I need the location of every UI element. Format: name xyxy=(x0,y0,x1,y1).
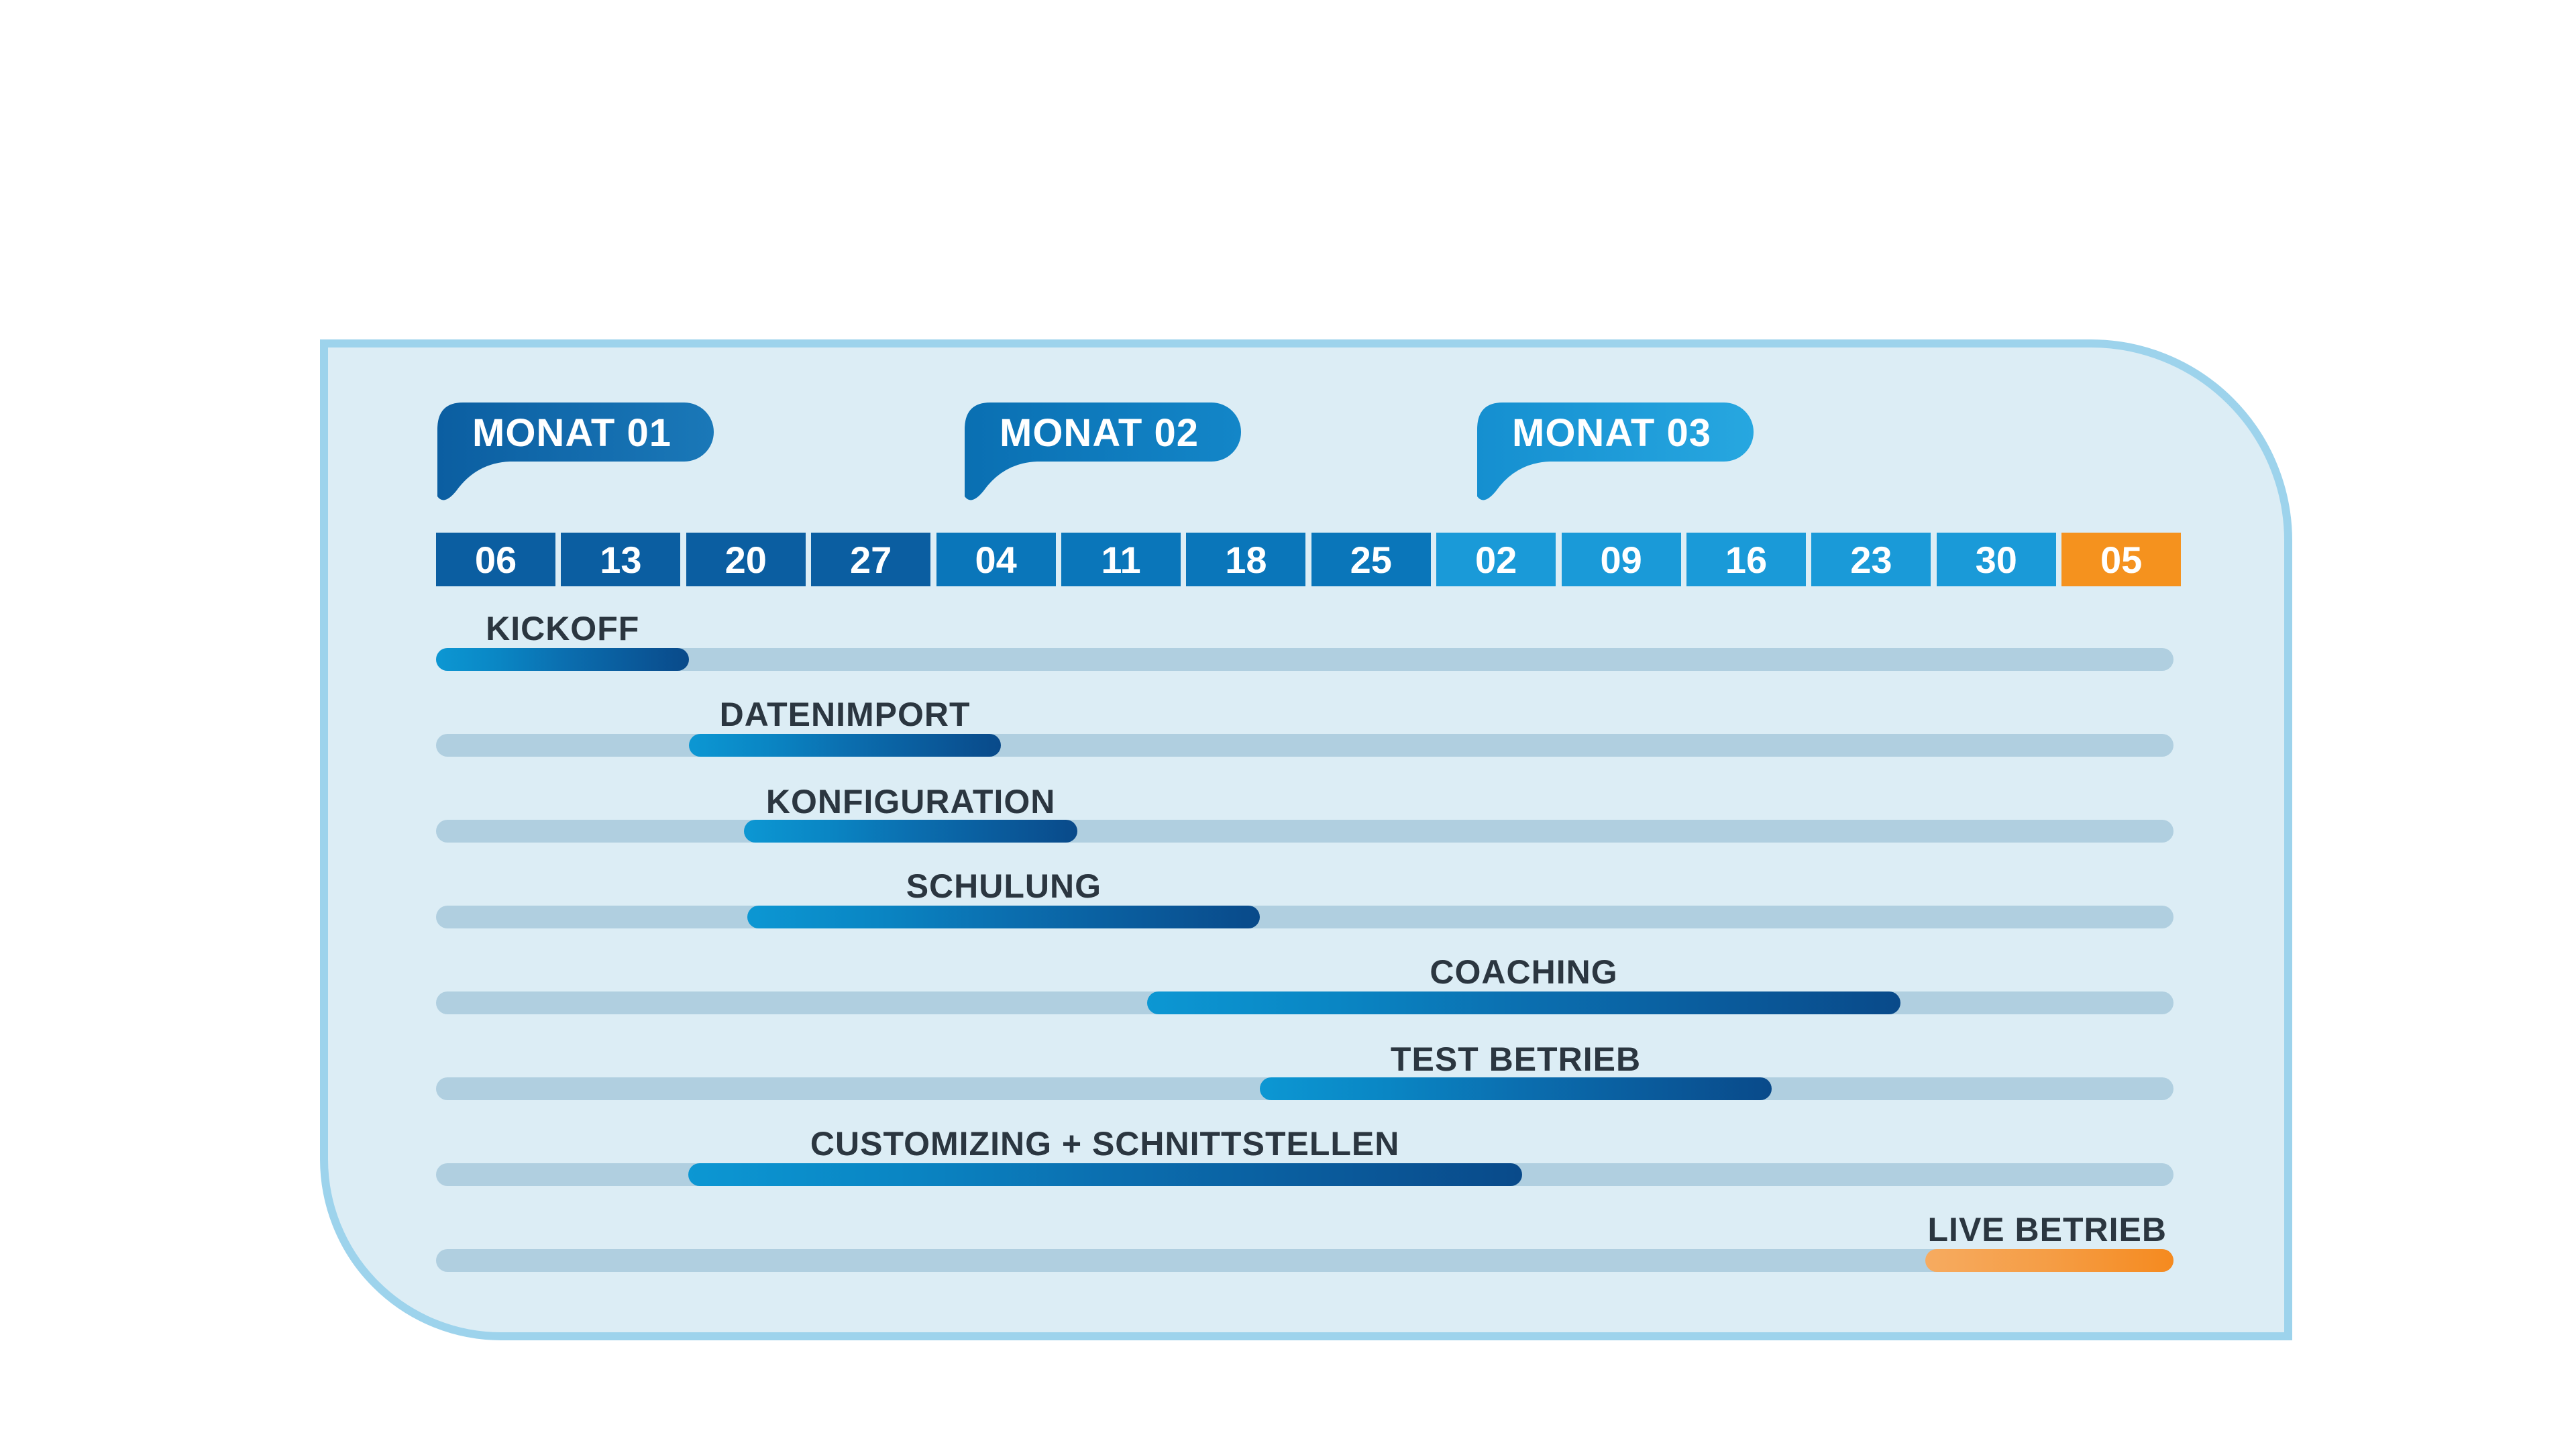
task-bar-test-betrieb xyxy=(1260,1077,1772,1100)
task-track xyxy=(436,820,2174,843)
task-bar-customizing-schnittstellen xyxy=(688,1163,1522,1186)
week-cell: 30 xyxy=(1936,533,2056,586)
week-cell: 16 xyxy=(1686,533,1806,586)
task-label: TEST BETRIEB xyxy=(1390,1040,1642,1078)
month-flag-3: MONAT 03 xyxy=(1476,402,1754,503)
task-track xyxy=(436,648,2174,671)
task-label: CUSTOMIZING + SCHNITTSTELLEN xyxy=(810,1125,1400,1163)
task-label: SCHULUNG xyxy=(906,867,1102,905)
task-label: COACHING xyxy=(1430,953,1618,991)
week-cell: 11 xyxy=(1061,533,1181,586)
week-cell: 27 xyxy=(811,533,931,586)
task-bar-datenimport xyxy=(689,734,1001,757)
task-bar-schulung xyxy=(747,906,1260,928)
week-cell: 20 xyxy=(686,533,806,586)
month-flag-1: MONAT 01 xyxy=(436,402,714,503)
task-label: KICKOFF xyxy=(486,610,640,647)
month-flag-shape xyxy=(437,402,714,500)
week-cell: 05 xyxy=(2061,533,2182,586)
month-label: MONAT 01 xyxy=(472,411,672,455)
month-flag-shape xyxy=(1477,402,1754,500)
task-bar-coaching xyxy=(1147,991,1900,1014)
month-flag-shape xyxy=(965,402,1241,500)
month-flag-2: MONAT 02 xyxy=(963,402,1241,503)
week-cell: 04 xyxy=(936,533,1056,586)
task-bar-konfiguration xyxy=(743,820,1078,843)
week-cell: 13 xyxy=(561,533,681,586)
week-cell: 06 xyxy=(436,533,555,586)
week-cell: 09 xyxy=(1561,533,1681,586)
task-track xyxy=(436,1249,2174,1272)
month-label: MONAT 03 xyxy=(1512,411,1711,455)
week-cell: 25 xyxy=(1311,533,1431,586)
task-label: LIVE BETRIEB xyxy=(1927,1211,2167,1248)
month-label: MONAT 02 xyxy=(1000,411,1199,455)
week-cell: 18 xyxy=(1186,533,1306,586)
task-track xyxy=(436,906,2174,928)
task-label: DATENIMPORT xyxy=(719,696,971,733)
week-cell: 02 xyxy=(1436,533,1556,586)
week-cell: 23 xyxy=(1811,533,1931,586)
task-label: KONFIGURATION xyxy=(765,783,1056,820)
task-bar-live-betrieb xyxy=(1925,1249,2174,1272)
task-bar-kickoff xyxy=(436,648,690,671)
